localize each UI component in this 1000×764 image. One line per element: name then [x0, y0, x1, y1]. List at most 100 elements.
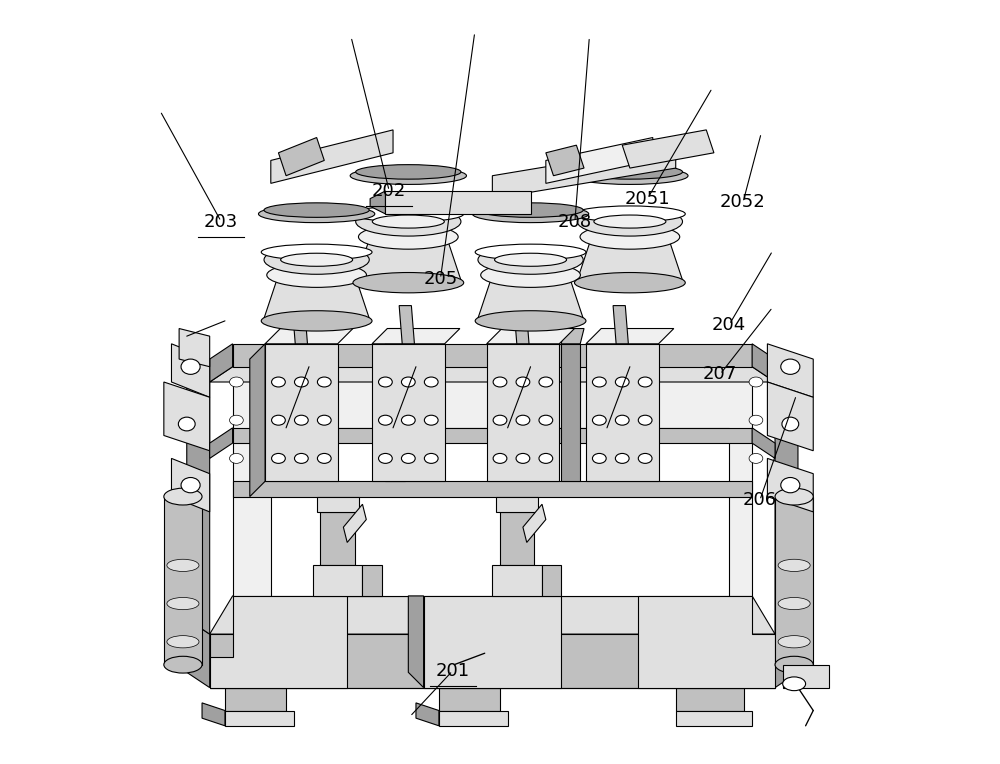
Ellipse shape — [167, 597, 199, 610]
Ellipse shape — [516, 377, 530, 387]
Polygon shape — [775, 619, 798, 688]
Ellipse shape — [317, 454, 331, 463]
Polygon shape — [233, 428, 752, 443]
Polygon shape — [561, 344, 580, 481]
Ellipse shape — [230, 454, 243, 463]
Ellipse shape — [574, 206, 685, 222]
Ellipse shape — [478, 245, 583, 274]
Ellipse shape — [592, 377, 606, 387]
Ellipse shape — [379, 454, 392, 463]
Polygon shape — [313, 565, 362, 596]
Ellipse shape — [615, 454, 629, 463]
Ellipse shape — [401, 454, 415, 463]
Ellipse shape — [181, 478, 200, 493]
Polygon shape — [399, 306, 414, 344]
Ellipse shape — [615, 415, 629, 425]
Polygon shape — [210, 596, 775, 634]
Ellipse shape — [638, 454, 652, 463]
Polygon shape — [613, 306, 628, 344]
Ellipse shape — [272, 454, 285, 463]
Polygon shape — [278, 138, 324, 176]
Polygon shape — [477, 275, 584, 321]
Polygon shape — [546, 145, 584, 176]
Polygon shape — [500, 512, 534, 565]
Ellipse shape — [539, 454, 553, 463]
Polygon shape — [265, 329, 353, 344]
Ellipse shape — [350, 167, 466, 184]
Polygon shape — [546, 138, 653, 183]
Polygon shape — [385, 329, 408, 344]
Polygon shape — [343, 504, 366, 542]
Ellipse shape — [615, 377, 629, 387]
Polygon shape — [775, 497, 813, 665]
Ellipse shape — [592, 454, 606, 463]
Text: 202: 202 — [372, 182, 406, 200]
Ellipse shape — [294, 454, 308, 463]
Ellipse shape — [778, 636, 810, 648]
Ellipse shape — [775, 656, 813, 673]
Polygon shape — [225, 688, 286, 711]
Polygon shape — [487, 344, 559, 481]
Polygon shape — [676, 711, 752, 726]
Ellipse shape — [516, 415, 530, 425]
Polygon shape — [187, 367, 210, 634]
Ellipse shape — [317, 415, 331, 425]
Ellipse shape — [356, 165, 461, 180]
Ellipse shape — [272, 377, 285, 387]
Ellipse shape — [495, 253, 567, 267]
Polygon shape — [514, 306, 529, 344]
Polygon shape — [362, 565, 382, 596]
Ellipse shape — [372, 215, 444, 228]
Polygon shape — [164, 497, 202, 665]
Ellipse shape — [294, 415, 308, 425]
Ellipse shape — [401, 377, 415, 387]
Polygon shape — [752, 428, 775, 458]
Ellipse shape — [261, 311, 372, 331]
Polygon shape — [210, 428, 233, 458]
Ellipse shape — [478, 203, 583, 218]
Ellipse shape — [638, 415, 652, 425]
Polygon shape — [542, 565, 561, 596]
Ellipse shape — [781, 359, 800, 374]
Polygon shape — [233, 367, 752, 596]
Ellipse shape — [749, 377, 763, 387]
Polygon shape — [487, 329, 574, 344]
Ellipse shape — [778, 559, 810, 571]
Text: 208: 208 — [558, 212, 592, 231]
Ellipse shape — [230, 377, 243, 387]
Ellipse shape — [577, 165, 683, 180]
Ellipse shape — [353, 273, 464, 293]
Polygon shape — [225, 711, 294, 726]
Ellipse shape — [356, 207, 461, 236]
Ellipse shape — [424, 377, 438, 387]
Ellipse shape — [475, 244, 586, 260]
Ellipse shape — [539, 415, 553, 425]
Polygon shape — [233, 344, 752, 367]
Ellipse shape — [358, 225, 458, 249]
Ellipse shape — [781, 478, 800, 493]
Ellipse shape — [424, 454, 438, 463]
Polygon shape — [164, 382, 210, 451]
Polygon shape — [210, 367, 775, 382]
Polygon shape — [202, 703, 225, 726]
Polygon shape — [250, 344, 265, 497]
Polygon shape — [265, 344, 338, 481]
Ellipse shape — [167, 636, 199, 648]
Polygon shape — [561, 329, 584, 344]
Polygon shape — [767, 344, 813, 397]
Ellipse shape — [178, 417, 195, 431]
Ellipse shape — [379, 377, 392, 387]
Ellipse shape — [181, 359, 200, 374]
Polygon shape — [372, 344, 445, 481]
Polygon shape — [263, 275, 370, 321]
Ellipse shape — [261, 244, 372, 260]
Polygon shape — [496, 497, 538, 512]
Text: 204: 204 — [712, 316, 746, 334]
Polygon shape — [775, 367, 798, 634]
Text: 203: 203 — [204, 212, 238, 231]
Polygon shape — [767, 382, 813, 451]
Ellipse shape — [580, 225, 680, 249]
Ellipse shape — [775, 488, 813, 505]
Polygon shape — [171, 344, 210, 397]
Polygon shape — [492, 565, 542, 596]
